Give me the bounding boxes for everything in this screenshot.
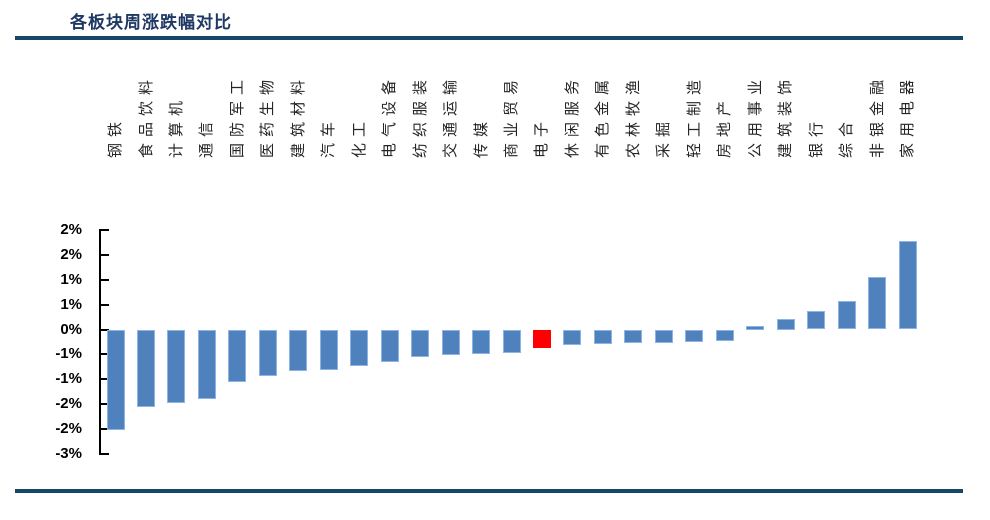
x-axis-label: 休闲服务 <box>563 73 581 158</box>
bar <box>685 329 704 342</box>
x-axis-label: 综合 <box>838 115 855 158</box>
y-axis-tick-label: 2% <box>60 245 82 263</box>
x-axis-label: 钢铁 <box>107 115 124 158</box>
x-axis-label: 商业贸易 <box>503 73 520 158</box>
bar <box>319 329 338 370</box>
bar <box>472 329 490 354</box>
x-axis-label: 计算机 <box>167 94 185 158</box>
x-axis-label: 传媒 <box>472 115 490 158</box>
bar <box>228 329 247 382</box>
x-axis-label: 医药生物 <box>259 73 277 158</box>
x-axis-label: 房地产 <box>716 94 734 158</box>
y-axis-tick-label: 1% <box>60 270 82 288</box>
chart-title: 各板块周涨跌幅对比 <box>70 13 232 32</box>
bar <box>776 318 795 330</box>
y-axis-tick <box>101 453 109 455</box>
x-axis-label: 有色金属 <box>594 73 612 158</box>
bar <box>197 329 216 400</box>
y-axis-tick-label: -2% <box>55 395 82 413</box>
y-axis-tick <box>101 353 109 356</box>
y-axis-tick <box>101 303 109 306</box>
x-axis-label: 建筑装饰 <box>777 73 795 158</box>
y-axis-line <box>99 229 101 455</box>
x-axis-label: 银行 <box>807 115 825 158</box>
y-axis-tick-label: 2% <box>60 220 82 238</box>
x-axis-label: 纺织服装 <box>411 73 429 158</box>
y-axis-tick-label: 0% <box>60 320 82 338</box>
x-axis-label: 采掘 <box>655 115 673 158</box>
bar <box>502 329 521 353</box>
bar <box>563 329 582 346</box>
x-axis-label: 农林牧渔 <box>624 73 642 158</box>
bar <box>258 329 277 376</box>
bar <box>167 329 186 404</box>
bar-highlighted <box>532 329 551 349</box>
bottom-divider-rule <box>15 489 963 493</box>
y-axis-tick <box>101 378 109 381</box>
bar <box>868 277 886 330</box>
bar <box>350 329 369 366</box>
bar <box>807 311 826 330</box>
x-axis-label: 电子 <box>533 115 551 158</box>
bar <box>289 329 308 372</box>
y-axis-tick <box>101 278 109 281</box>
bar <box>593 329 612 344</box>
bar <box>380 329 399 362</box>
x-axis-label: 建筑材料 <box>289 73 307 158</box>
x-axis-label: 汽车 <box>320 115 338 158</box>
y-axis-tick <box>101 403 109 406</box>
bar <box>898 240 917 330</box>
y-axis-tick-label: -3% <box>55 445 82 462</box>
y-axis-tick <box>101 328 109 331</box>
x-axis-label: 公用事业 <box>746 73 764 158</box>
y-axis-tick-label: -1% <box>55 345 82 363</box>
x-axis-label: 非银金融 <box>868 73 886 158</box>
x-axis-label: 食品饮料 <box>137 73 155 158</box>
top-divider-rule <box>15 36 963 40</box>
x-axis-label: 通信 <box>198 115 216 158</box>
bar <box>715 329 734 341</box>
x-axis-label: 电气设备 <box>381 73 399 158</box>
x-axis-label: 交通运输 <box>442 73 460 158</box>
y-axis-tick <box>101 253 109 256</box>
x-axis-label: 家用电器 <box>899 73 916 158</box>
bar <box>746 326 765 330</box>
bar <box>411 329 430 358</box>
x-axis-label: 国防军工 <box>228 73 246 158</box>
y-axis-tick-label: -1% <box>55 370 82 388</box>
y-axis-tick-label: 1% <box>60 295 82 313</box>
bar <box>624 329 643 344</box>
y-axis-tick <box>101 428 109 431</box>
bar <box>837 300 856 330</box>
bar <box>654 329 673 343</box>
bar <box>137 329 155 408</box>
bar <box>441 329 460 355</box>
x-axis-label: 轻工制造 <box>685 73 703 158</box>
y-axis-tick-label: -2% <box>55 420 82 438</box>
bar <box>106 329 125 431</box>
y-axis-tick <box>101 228 109 231</box>
x-axis-label: 化工 <box>350 115 368 158</box>
